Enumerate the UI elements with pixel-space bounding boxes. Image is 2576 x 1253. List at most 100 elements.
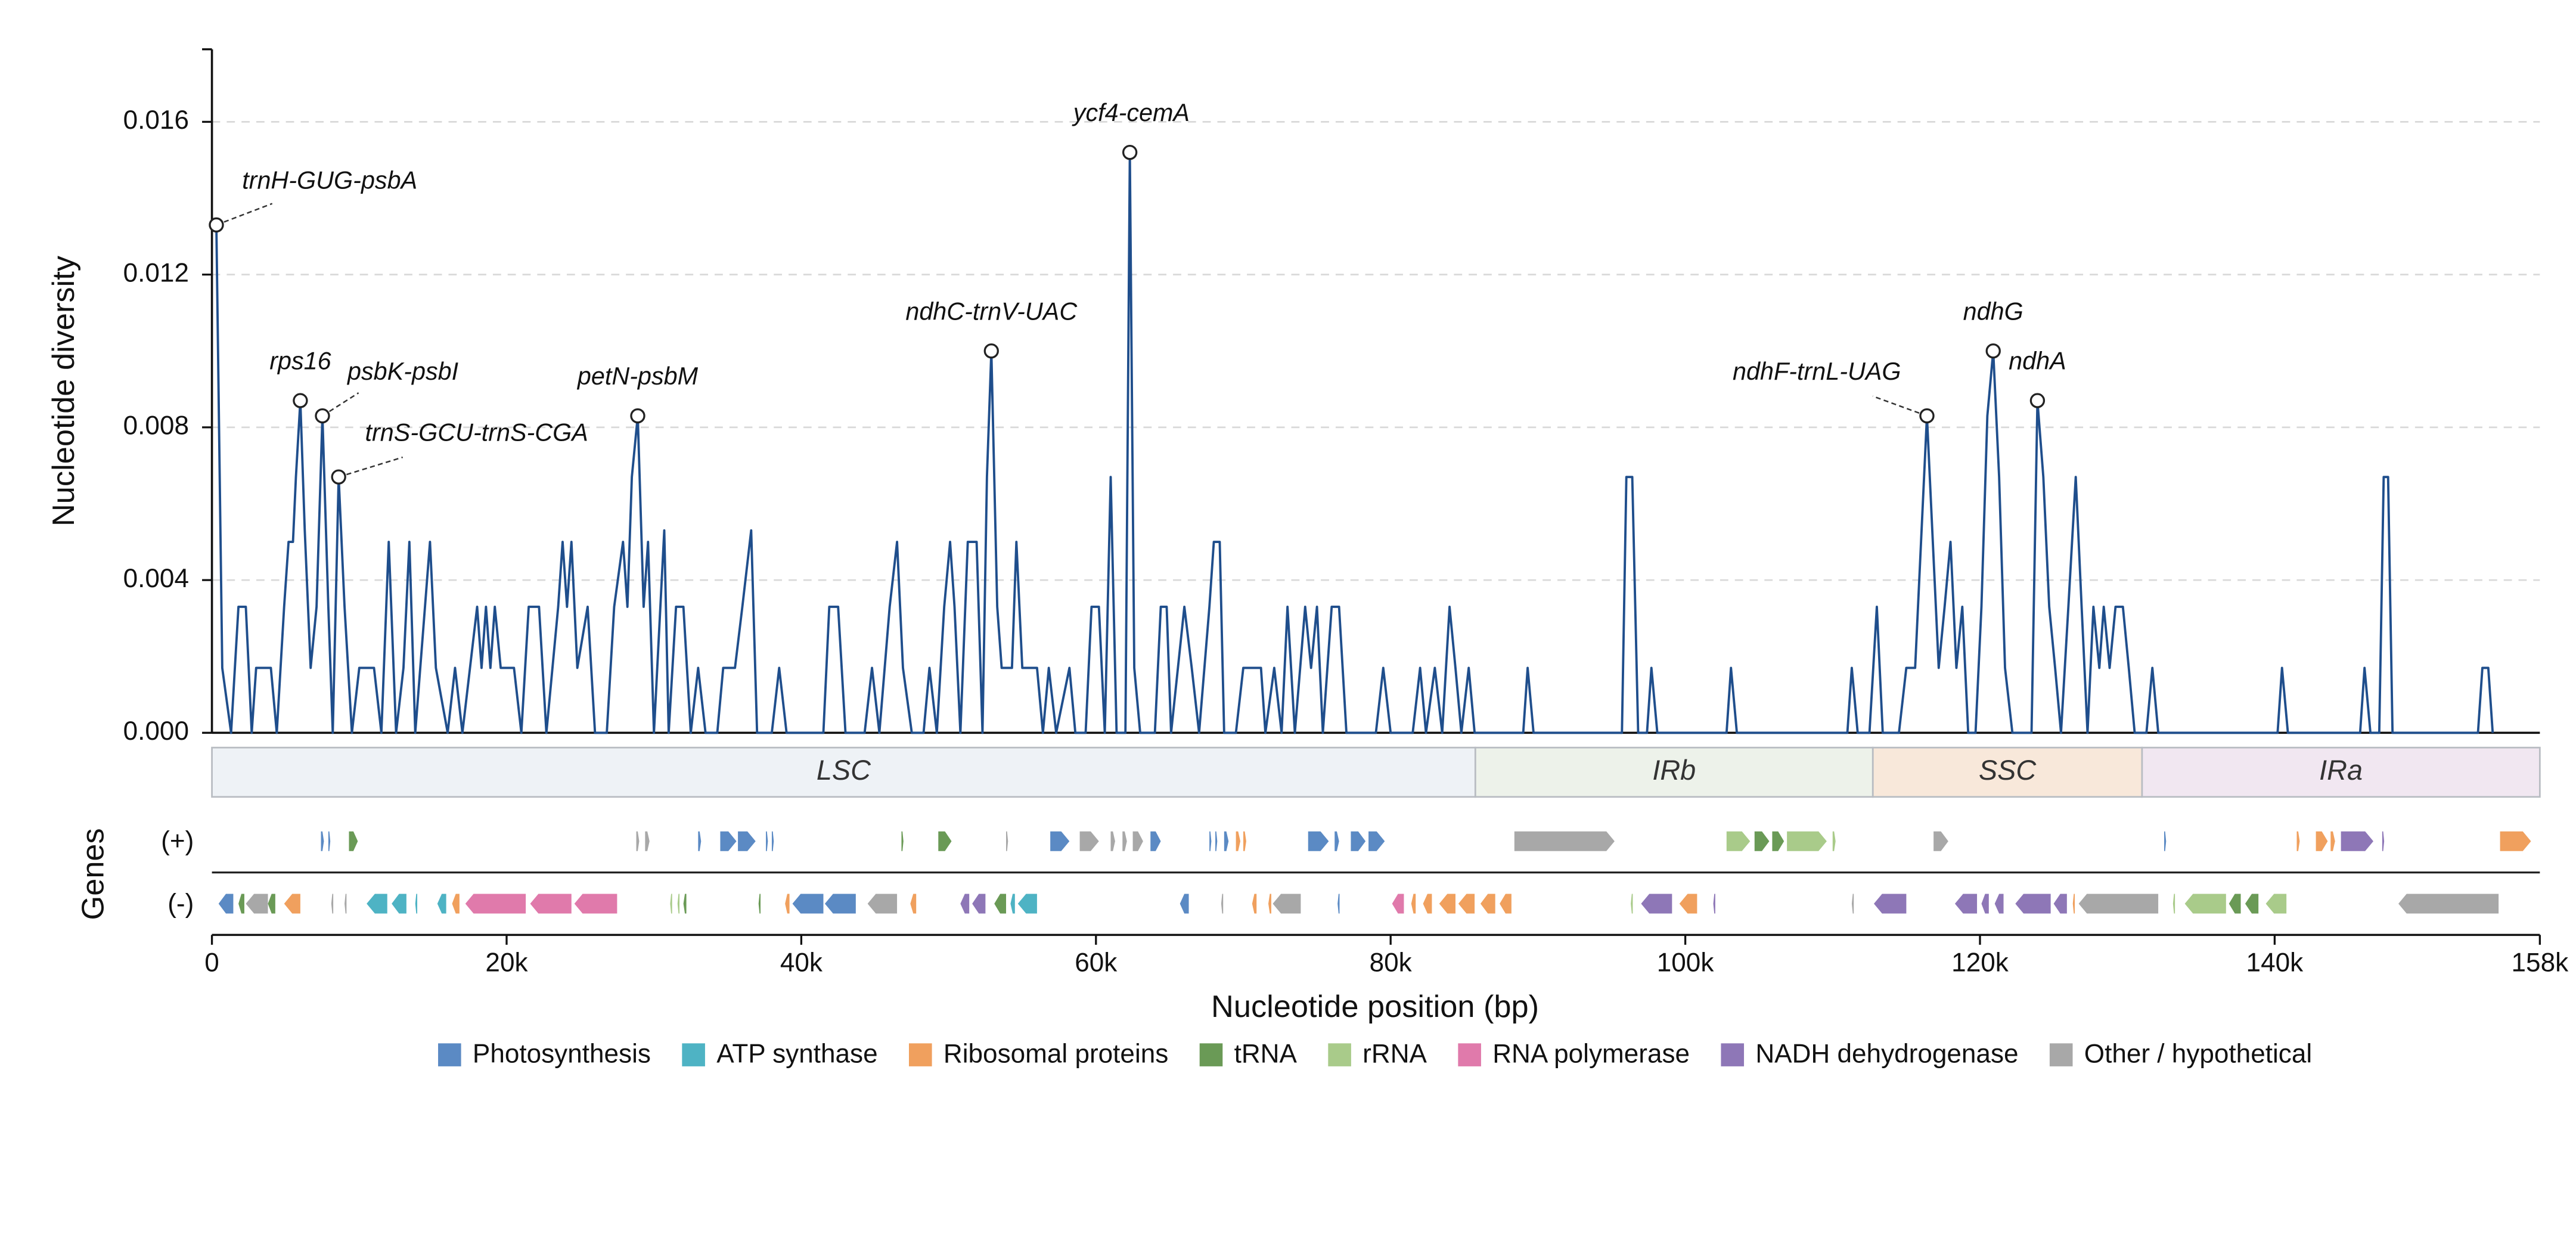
legend-label: Ribosomal proteins [944, 1040, 1168, 1069]
annotation-point [1985, 343, 2001, 359]
annotation-label: trnH-GUG-psbA [242, 167, 417, 194]
x-tick-label: 140k [2246, 948, 2304, 978]
gene [452, 894, 460, 914]
gene [2265, 894, 2287, 914]
annotation-label: ndhA [2009, 348, 2066, 375]
gene [1050, 831, 1070, 851]
legend-label: Other / hypothetical [2084, 1040, 2312, 1069]
legend-swatch [1328, 1043, 1351, 1066]
y-tick-label: 0.012 [123, 258, 189, 287]
region-label: LSC [817, 755, 871, 786]
gene [2172, 894, 2175, 914]
gene [2382, 831, 2385, 851]
x-axis-title: Nucleotide position (bp) [1211, 990, 1539, 1024]
y-tick-label: 0.016 [123, 106, 189, 135]
gene [321, 831, 324, 851]
x-tick-label: 0 [204, 948, 219, 978]
gene [1243, 831, 1246, 851]
gene [1368, 831, 1385, 851]
x-tick-label: 120k [1951, 948, 2009, 978]
gene [683, 894, 687, 914]
gene [698, 831, 702, 851]
gene [766, 831, 768, 851]
gene [1679, 894, 1697, 914]
gene [1132, 831, 1143, 851]
gene [1236, 831, 1241, 851]
gene [1209, 831, 1212, 851]
legend-swatch [438, 1043, 461, 1066]
annotation-label: petN-psbM [576, 362, 699, 390]
gene [284, 894, 300, 914]
gene [349, 831, 358, 851]
gene [1480, 894, 1495, 914]
gene [1017, 894, 1037, 914]
x-tick-label: 60k [1075, 948, 1118, 978]
gene [824, 894, 856, 914]
gene [645, 831, 650, 851]
gene [392, 894, 406, 914]
gene [218, 894, 234, 914]
gene [1268, 894, 1271, 914]
gene [1726, 831, 1751, 851]
y-tick-label: 0.000 [123, 717, 189, 746]
annotation-label: trnS-GCU-trnS-CGA [365, 418, 588, 446]
annotation-label: ndhG [1963, 297, 2023, 325]
gene [1954, 894, 1978, 914]
legend-swatch [1458, 1043, 1481, 1066]
track-label: (+) [161, 827, 194, 856]
region-label: SSC [1979, 755, 2037, 786]
gene [1110, 831, 1115, 851]
gene [246, 894, 268, 914]
gene [2164, 831, 2167, 851]
gene [1308, 831, 1329, 851]
gene [1772, 831, 1784, 851]
annotation-label: rps16 [269, 348, 331, 375]
region-band [1474, 746, 1874, 798]
x-tick-label: 158k [2512, 948, 2569, 978]
gene [415, 894, 418, 914]
legend-label: Photosynthesis [473, 1040, 651, 1069]
gene [771, 831, 774, 851]
gene [960, 894, 970, 914]
gene [2316, 831, 2328, 851]
x-tick-label: 40k [780, 948, 823, 978]
y-axis-title: Nucleotide diversity [46, 255, 81, 526]
gene [530, 894, 572, 914]
track-label: (-) [167, 889, 194, 918]
gene [972, 894, 986, 914]
gene [1423, 894, 1432, 914]
gene [867, 894, 898, 914]
legend-label: RNA polymerase [1492, 1040, 1690, 1069]
gene [1832, 831, 1836, 851]
gene [1252, 894, 1257, 914]
gene [238, 894, 244, 914]
annotation-leader [216, 203, 273, 226]
annotation-leader [1872, 395, 1928, 417]
gene [758, 894, 761, 914]
gene [720, 831, 737, 851]
gene [910, 894, 917, 914]
gene [328, 831, 331, 851]
annotation-leader [322, 392, 359, 417]
annotation-point [209, 217, 224, 233]
legend: Photosynthesis ATP synthase Ribosomal prot… [438, 1040, 2312, 1069]
gene [465, 894, 526, 914]
region-label: IRb [1652, 755, 1696, 786]
annotation-point [983, 343, 999, 359]
legend-label: rRNA [1363, 1040, 1427, 1069]
gene [1351, 831, 1366, 851]
gene [367, 894, 387, 914]
gene [2330, 831, 2335, 851]
gene [1392, 894, 1404, 914]
region-label: IRa [2319, 755, 2363, 786]
x-tick-label: 80k [1370, 948, 1413, 978]
gene [1334, 831, 1339, 851]
gene [1122, 831, 1127, 851]
gene [1874, 894, 1907, 914]
legend-swatch [1199, 1043, 1223, 1066]
annotation-leader [338, 456, 404, 478]
annotation-label: ndhC-trnV-UAC [905, 297, 1078, 325]
gene [1994, 894, 2004, 914]
gene [670, 894, 672, 914]
